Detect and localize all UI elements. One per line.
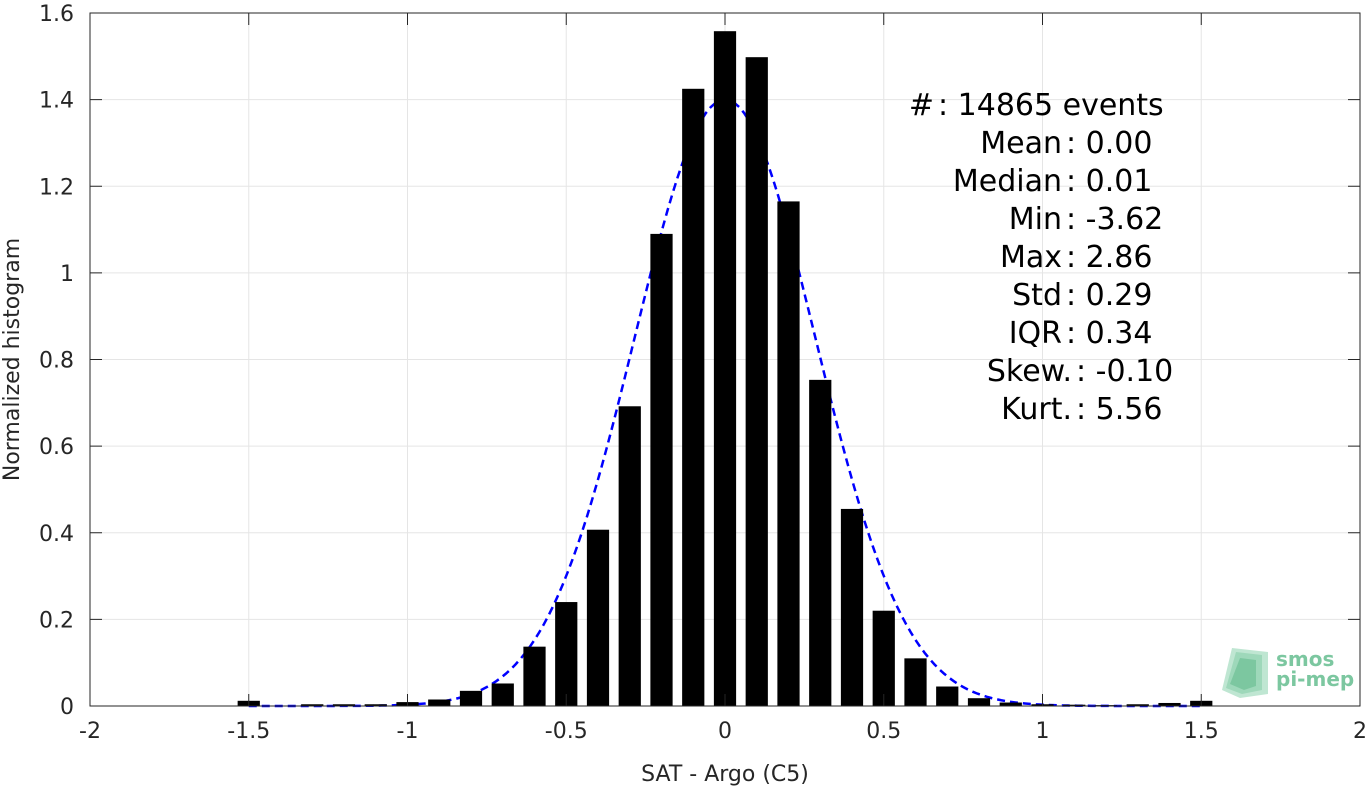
stat-value: : -0.10	[1076, 354, 1173, 389]
stat-label: Max	[1000, 240, 1062, 275]
x-tick-label: -0.5	[545, 719, 588, 744]
histogram-bar	[523, 646, 546, 706]
stat-label: #	[909, 88, 934, 123]
stat-label: Kurt.	[1001, 392, 1072, 427]
histogram-bar	[777, 201, 800, 707]
histogram-bar	[872, 610, 895, 706]
x-tick-label: 2	[1353, 719, 1367, 744]
x-tick-labels: -2 -1.5 -1 -0.5 0 0.5 1 1.5 2	[79, 719, 1367, 744]
histogram-bar	[682, 88, 705, 706]
stat-value: : 0.29	[1066, 278, 1152, 313]
stat-label: Std	[1012, 278, 1062, 313]
y-tick-label: 1.6	[39, 2, 74, 27]
histogram-bar	[840, 508, 864, 706]
histogram-bar	[459, 690, 483, 706]
x-tick-label: 0	[718, 719, 732, 744]
x-tick-label: -1.5	[227, 719, 270, 744]
histogram-bar	[999, 702, 1022, 706]
x-tick-label: 0.5	[866, 719, 901, 744]
logo-icon	[1222, 648, 1268, 698]
x-tick-label: 1	[1036, 719, 1050, 744]
histogram-bar	[904, 658, 927, 706]
histogram-bar	[1158, 702, 1181, 706]
logo-text-pimep: pi-mep	[1276, 667, 1354, 691]
histogram-bar	[332, 704, 356, 706]
stat-value: : 0.34	[1066, 316, 1152, 351]
y-tick-label: 0.6	[39, 435, 74, 460]
stat-label: Mean	[980, 126, 1062, 161]
histogram-bar	[428, 699, 451, 706]
stat-value: : 0.01	[1066, 164, 1152, 199]
x-axis-label: SAT - Argo (C5)	[641, 762, 809, 787]
smos-pimep-logo: smos pi-mep	[1222, 647, 1354, 698]
y-axis-label: Normalized histogram	[0, 238, 25, 481]
y-tick-label: 0	[60, 695, 74, 720]
stat-label: Skew.	[987, 354, 1072, 389]
histogram-bar	[936, 686, 959, 706]
stat-value: : 2.86	[1066, 240, 1152, 275]
histogram-bar	[301, 704, 324, 706]
histogram-bar	[809, 379, 832, 706]
stat-value: : -3.62	[1066, 202, 1163, 237]
histogram-bar	[555, 602, 578, 706]
histogram-bar	[1126, 704, 1149, 706]
histogram-bar	[491, 683, 514, 706]
stat-label: Median	[953, 164, 1062, 199]
histogram-bar	[618, 406, 641, 706]
y-tick-label: 1	[60, 262, 74, 287]
x-tick-label: 1.5	[1184, 719, 1219, 744]
y-tick-label: 1.4	[39, 89, 74, 114]
y-tick-label: 0.2	[39, 608, 74, 633]
stat-value: : 14865 events	[938, 88, 1164, 123]
stat-label: IQR	[1009, 316, 1062, 351]
histogram-bar	[650, 233, 673, 707]
y-tick-label: 0.4	[39, 522, 74, 547]
stat-value: : 5.56	[1076, 392, 1162, 427]
y-tick-label: 0.8	[39, 349, 74, 374]
bars-layer	[237, 31, 1213, 707]
stat-value: : 0.00	[1066, 126, 1152, 161]
histogram-bar	[713, 31, 737, 707]
axes	[89, 12, 1361, 707]
histogram-bar	[364, 704, 387, 706]
x-tick-label: -1	[397, 719, 419, 744]
x-tick-label: -2	[79, 719, 101, 744]
logo-text-smos: smos	[1276, 647, 1334, 671]
histogram-bar	[967, 698, 991, 706]
histogram-bar	[586, 529, 610, 706]
stat-label: Min	[1009, 202, 1062, 237]
y-tick-label: 1.2	[39, 175, 74, 200]
histogram-bar	[1063, 704, 1086, 706]
y-tick-labels: 0 0.2 0.4 0.6 0.8 1 1.2 1.4 1.6	[39, 2, 74, 720]
histogram-bar	[745, 57, 768, 706]
